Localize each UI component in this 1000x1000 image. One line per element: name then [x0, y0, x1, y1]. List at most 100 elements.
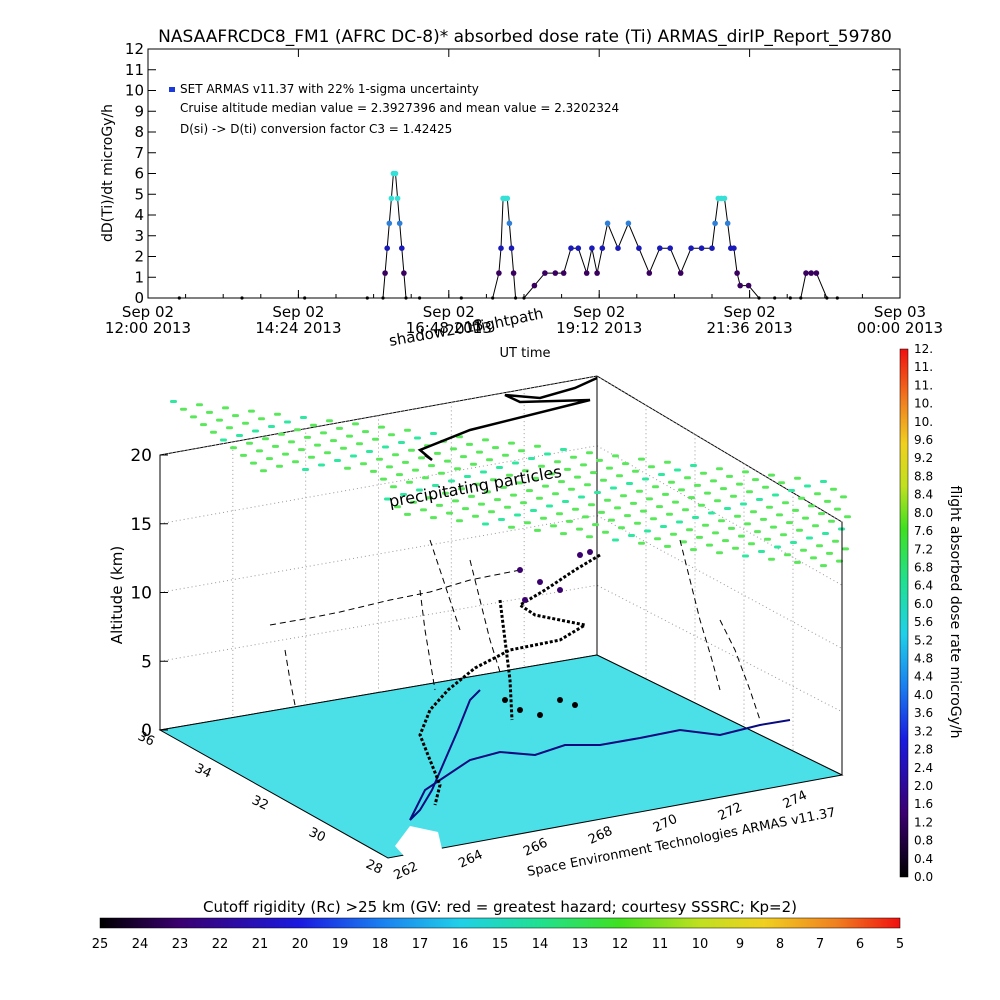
precip-dash: [666, 512, 673, 516]
longitude-tick-label: 264: [456, 847, 485, 871]
precip-dash: [806, 536, 813, 540]
precip-dash: [812, 524, 819, 528]
precip-dash: [206, 410, 213, 414]
precip-dash: [618, 526, 625, 530]
top-y-tick-label: 2: [134, 248, 144, 266]
latitude-axis: 28 30 32 34 36: [135, 729, 384, 878]
longitude-tick-label: 272: [716, 800, 745, 824]
precip-dash: [692, 516, 699, 519]
series-point: [496, 270, 502, 276]
plot3d: 0 5 10 15 20 Altitude (km) 28 30 32 34 36 262 264…: [108, 304, 851, 883]
top-plot-xlabel: UT time: [500, 346, 551, 361]
series-point: [712, 220, 718, 227]
precip-dash: [398, 441, 405, 444]
top-y-tick-label: 3: [134, 227, 144, 245]
precip-dash: [302, 468, 309, 471]
precip-dash: [404, 428, 411, 432]
precip-dash: [434, 451, 441, 455]
top-plot-ylabel: dD(Ti)/dt microGy/h: [100, 104, 116, 242]
precip-dash: [456, 519, 463, 523]
top-x-tick-date: Sep 02: [122, 303, 174, 321]
precip-dash: [392, 453, 399, 457]
top-x-tick-date: Sep 02: [272, 303, 324, 321]
precip-dash: [256, 449, 263, 453]
precip-dash: [732, 546, 739, 550]
precip-dash: [298, 448, 305, 452]
precip-dash: [454, 467, 461, 471]
precip-dash: [648, 465, 655, 469]
precip-dash: [622, 462, 629, 466]
precip-dash: [266, 457, 273, 461]
precip-dash: [528, 457, 535, 460]
flightpath-point: [522, 597, 528, 603]
precip-dash: [258, 417, 265, 421]
flightpath-descent: [498, 599, 514, 721]
series-point: [737, 282, 743, 289]
right-colorbar-tick-label: 7.6: [914, 524, 933, 538]
precip-dash: [220, 438, 227, 442]
precip-dash: [736, 482, 743, 486]
top-x-tick-time: 16:48 2013: [406, 319, 492, 337]
precip-dash: [232, 414, 239, 418]
precip-dash: [336, 426, 343, 430]
precip-dash: [690, 464, 697, 467]
precip-dash: [522, 469, 529, 473]
precip-dash: [488, 510, 495, 514]
series-point: [508, 245, 515, 251]
bottom-colorbar-tick-label: 22: [212, 937, 229, 952]
flightpath-point: [577, 552, 583, 558]
precip-dash: [170, 400, 177, 403]
precip-dash: [794, 476, 801, 480]
precip-dash: [658, 473, 665, 476]
precip-dash: [616, 474, 623, 478]
precip-dash: [510, 493, 517, 497]
precip-dash: [366, 450, 373, 453]
precip-dash: [796, 528, 803, 532]
series-point: [667, 245, 673, 251]
series-point: [583, 270, 590, 276]
precip-dash: [498, 518, 505, 521]
annotation-flightpath: flightpath: [470, 304, 545, 337]
precip-dash: [840, 495, 847, 499]
precip-dash: [502, 453, 509, 457]
bottom-colorbar-tick-label: 20: [292, 937, 309, 952]
altitude-tick-label: 5: [141, 652, 152, 672]
precip-dash: [452, 499, 459, 503]
precip-dash: [614, 506, 621, 510]
series-point: [240, 296, 244, 300]
flightpath-point: [587, 549, 593, 555]
precip-dash: [550, 524, 557, 528]
precip-dash: [516, 481, 523, 485]
precip-dash: [690, 548, 697, 552]
precip-dash: [716, 551, 723, 555]
precip-dash: [272, 444, 279, 448]
precip-dash: [770, 525, 777, 529]
series-point: [542, 270, 548, 276]
top-y-tick-label: 8: [134, 123, 144, 141]
precip-dash: [606, 466, 613, 470]
series-point: [552, 270, 559, 276]
precip-dash: [814, 492, 821, 496]
right-colorbar: 0.0 0.4 0.8 1.2 1.6 2.0 2.4 2.8 3.2 3.6 4.0 4.4 4.8 5…: [899, 342, 963, 884]
precipitating-particles: [170, 400, 851, 568]
precip-dash: [352, 422, 359, 426]
top-y-tick-label: 1: [134, 268, 144, 286]
precip-dash: [400, 493, 407, 496]
series-point: [721, 195, 728, 202]
series-point: [589, 245, 595, 251]
precip-dash: [402, 460, 409, 464]
altitude-axis: 0 5 10 15 20: [130, 446, 168, 741]
precip-dash: [664, 460, 671, 464]
series-point: [303, 296, 307, 300]
precip-dash: [750, 510, 757, 514]
shadow-curve-7: [429, 539, 461, 631]
precip-dash: [592, 523, 599, 527]
precip-dash: [436, 503, 443, 507]
precip-dash: [758, 550, 765, 553]
right-colorbar-tick-label: 3.2: [914, 724, 933, 738]
precip-dash: [786, 521, 793, 525]
precip-dash: [262, 437, 269, 441]
top-y-tick-label: 4: [134, 206, 144, 224]
top-x-tick-time: 19:12 2013: [556, 319, 642, 337]
